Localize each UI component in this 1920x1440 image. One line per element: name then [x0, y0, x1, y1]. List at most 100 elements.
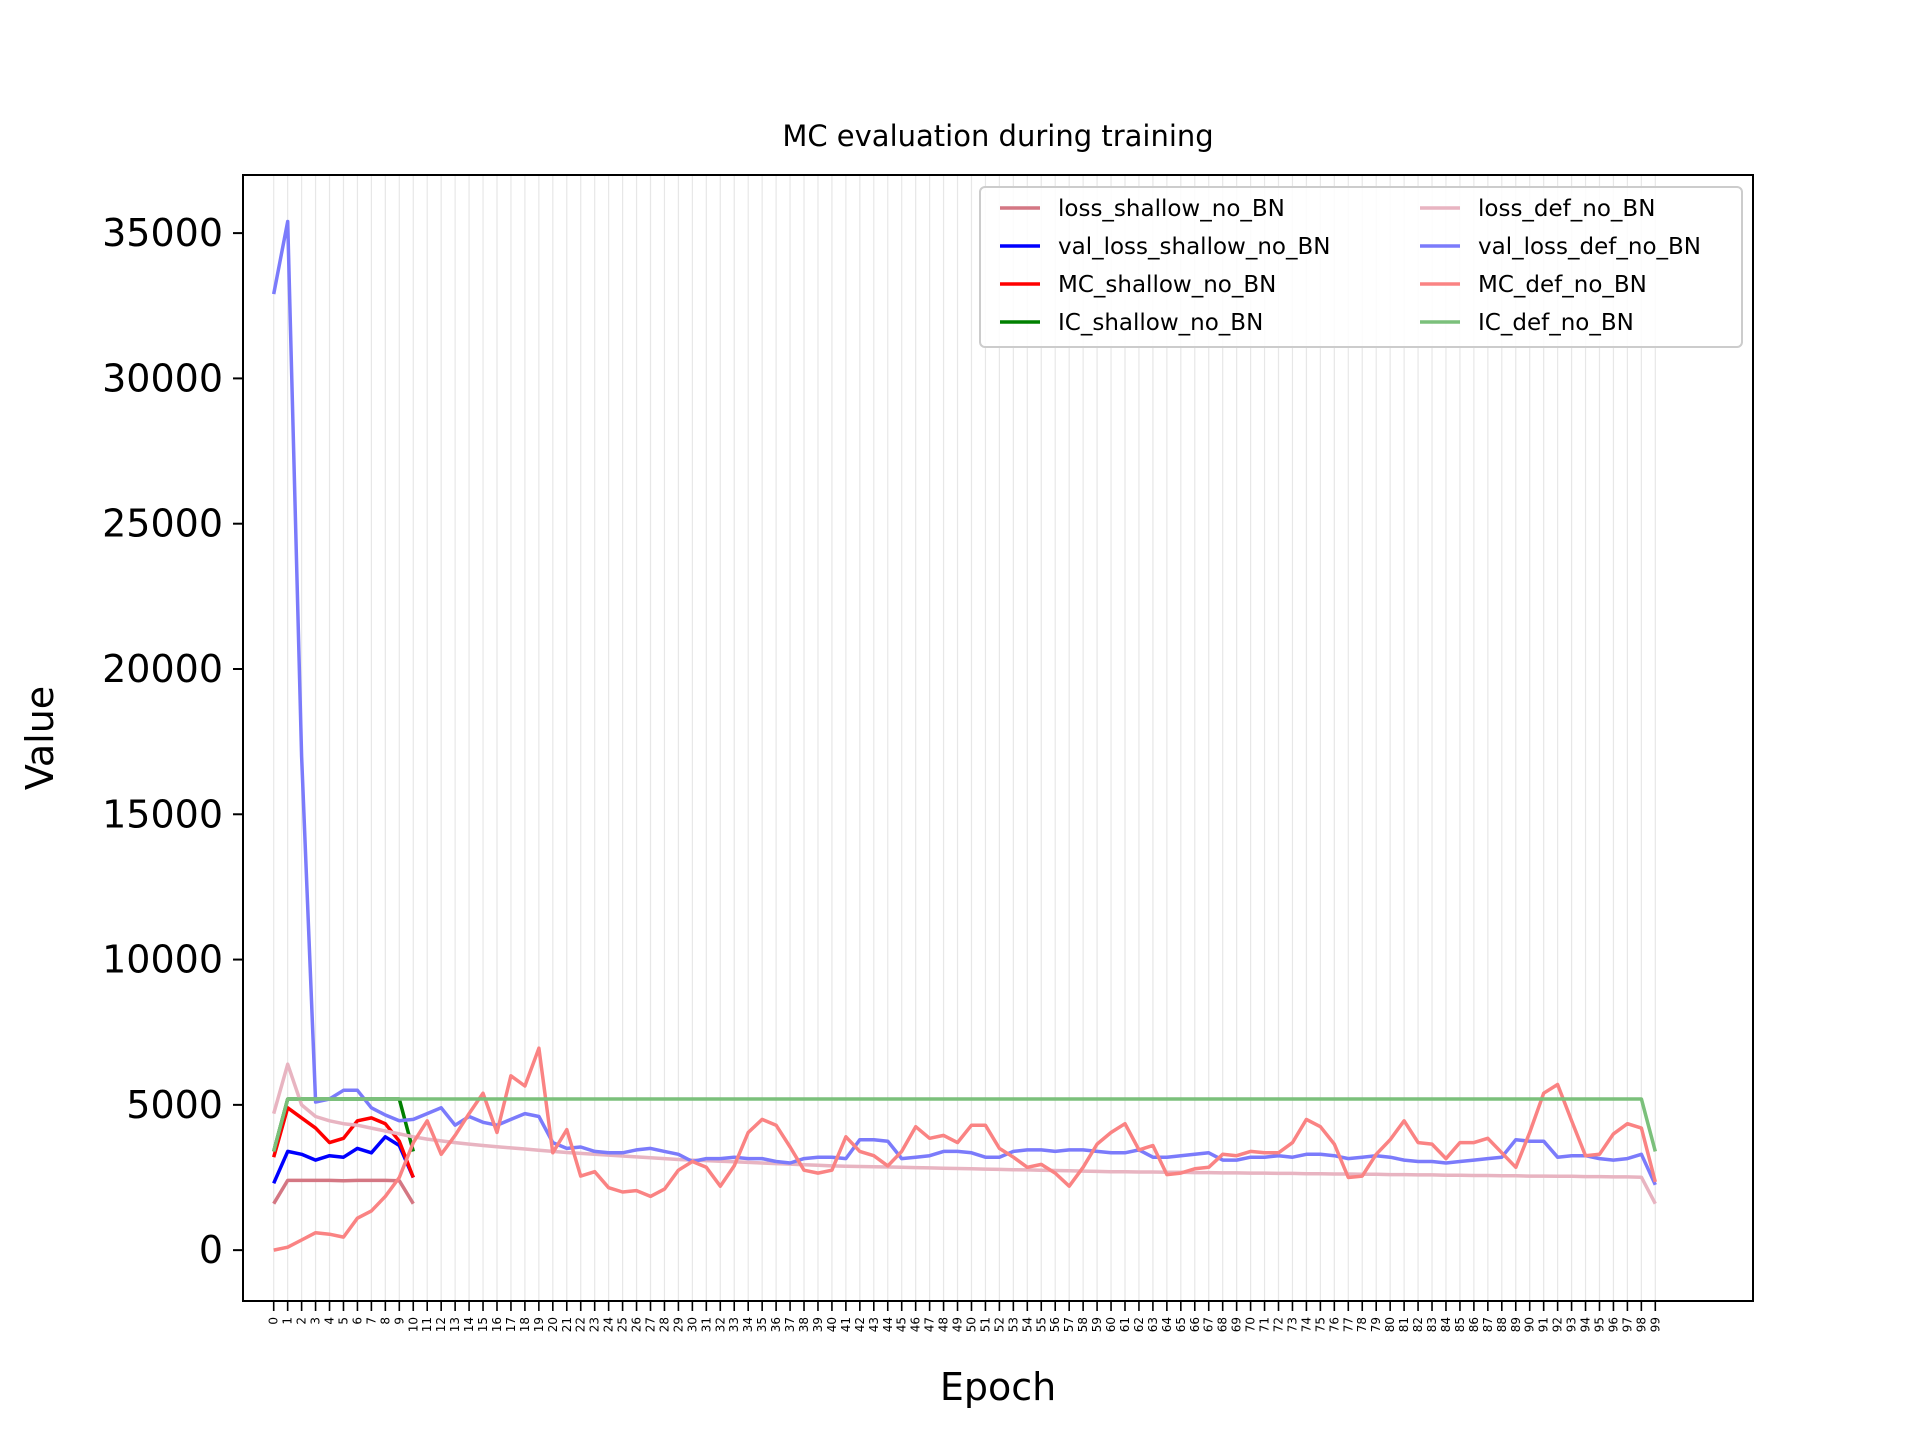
x-tick-label: 19	[532, 1317, 546, 1332]
x-tick-label: 40	[825, 1317, 839, 1332]
x-tick-label: 48	[937, 1317, 951, 1332]
x-tick-label: 24	[602, 1317, 616, 1332]
series-line-loss-shallow-no-bn	[272, 1178, 415, 1205]
x-tick-label: 45	[895, 1317, 909, 1332]
x-tick-label: 2	[295, 1317, 309, 1325]
x-tick-label: 4	[323, 1317, 337, 1325]
legend-label: IC_shallow_no_BN	[1058, 310, 1263, 336]
x-tick-label: 3	[309, 1317, 323, 1325]
x-axis-ticks: 0 1 2 3 4 5 6 7 8 9 10 11 12 13 14 15 16 17 18 19 20 21 22 23 24…	[267, 1301, 1662, 1332]
x-tick-label: 13	[448, 1317, 462, 1332]
x-tick-label: 42	[853, 1317, 867, 1332]
series-line-mc-def-no-bn	[273, 1046, 1657, 1252]
x-tick-label: 68	[1216, 1317, 1230, 1332]
x-tick-label: 90	[1523, 1317, 1537, 1332]
x-tick-label: 57	[1062, 1317, 1076, 1332]
x-tick-label: 69	[1230, 1317, 1244, 1332]
legend-label: val_loss_def_no_BN	[1478, 234, 1701, 260]
legend-label: loss_def_no_BN	[1478, 196, 1655, 222]
x-tick-label: 9	[392, 1317, 406, 1325]
y-tick-label: 25000	[102, 502, 223, 546]
x-tick-label: 73	[1285, 1317, 1299, 1332]
x-tick-label: 72	[1272, 1317, 1286, 1332]
grid-lines	[273, 175, 1656, 1301]
x-tick-label: 36	[769, 1317, 783, 1332]
series-line-loss-def-no-bn	[272, 1062, 1657, 1205]
x-tick-label: 86	[1467, 1317, 1481, 1332]
x-tick-label: 81	[1397, 1317, 1411, 1332]
x-tick-label: 98	[1634, 1317, 1648, 1332]
legend-label: val_loss_shallow_no_BN	[1058, 234, 1330, 260]
legend-label: MC_shallow_no_BN	[1058, 272, 1276, 298]
x-tick-label: 17	[504, 1317, 518, 1332]
x-tick-label: 35	[755, 1317, 769, 1332]
x-tick-label: 30	[685, 1317, 699, 1332]
series-line-mc-shallow-no-bn	[272, 1106, 415, 1179]
x-tick-label: 87	[1481, 1317, 1495, 1332]
x-tick-label: 97	[1620, 1317, 1634, 1332]
x-tick-label: 66	[1188, 1317, 1202, 1332]
x-tick-label: 46	[909, 1317, 923, 1332]
x-tick-label: 16	[490, 1317, 504, 1332]
x-tick-label: 56	[1048, 1317, 1062, 1332]
x-tick-label: 92	[1551, 1317, 1565, 1332]
x-tick-label: 71	[1258, 1317, 1272, 1332]
x-tick-label: 15	[476, 1317, 490, 1332]
series-line-ic-def-no-bn	[272, 1097, 1657, 1152]
x-tick-label: 79	[1369, 1317, 1383, 1332]
x-tick-label: 7	[364, 1317, 378, 1325]
x-tick-label: 41	[839, 1317, 853, 1332]
x-tick-label: 76	[1327, 1317, 1341, 1332]
y-tick-label: 0	[199, 1228, 223, 1272]
x-tick-label: 39	[811, 1317, 825, 1332]
x-tick-label: 89	[1509, 1317, 1523, 1332]
x-tick-label: 27	[644, 1317, 658, 1332]
x-tick-label: 62	[1132, 1317, 1146, 1332]
series-line-val-loss-def-no-bn	[271, 219, 1657, 1186]
x-tick-label: 85	[1453, 1317, 1467, 1332]
x-tick-label: 0	[267, 1317, 281, 1325]
legend-label: MC_def_no_BN	[1478, 272, 1647, 298]
x-tick-label: 64	[1160, 1317, 1174, 1332]
legend-box	[979, 186, 1743, 348]
x-tick-label: 31	[699, 1317, 713, 1332]
x-tick-label: 20	[546, 1317, 560, 1332]
legend: loss_shallow_no_BN val_loss_shallow_no_BN…	[979, 186, 1743, 348]
y-tick-label: 35000	[102, 211, 223, 255]
x-tick-label: 38	[797, 1317, 811, 1332]
x-tick-label: 78	[1355, 1317, 1369, 1332]
x-tick-label: 95	[1592, 1317, 1606, 1332]
x-tick-label: 26	[630, 1317, 644, 1332]
x-tick-label: 59	[1090, 1317, 1104, 1332]
x-tick-label: 65	[1174, 1317, 1188, 1332]
series-line-val-loss-shallow-no-bn	[272, 1135, 415, 1185]
x-tick-label: 82	[1411, 1317, 1425, 1332]
x-tick-label: 52	[992, 1317, 1006, 1332]
x-tick-label: 8	[378, 1317, 392, 1325]
y-tick-label: 10000	[102, 938, 223, 982]
x-tick-label: 14	[462, 1317, 476, 1332]
legend-label: loss_shallow_no_BN	[1058, 196, 1285, 222]
x-tick-label: 77	[1341, 1317, 1355, 1332]
x-tick-label: 32	[713, 1317, 727, 1332]
x-tick-label: 33	[727, 1317, 741, 1332]
x-tick-label: 53	[1006, 1317, 1020, 1332]
axes-frame	[242, 174, 1754, 1302]
x-tick-label: 94	[1579, 1317, 1593, 1332]
x-axis-label: Epoch	[940, 1365, 1056, 1409]
x-tick-label: 34	[741, 1317, 755, 1332]
x-tick-label: 96	[1606, 1317, 1620, 1332]
x-tick-label: 49	[951, 1317, 965, 1332]
y-axis-ticks: 0 5000 10000 15000 20000 25000 30000 35000	[102, 211, 243, 1272]
x-tick-label: 84	[1439, 1317, 1453, 1332]
x-tick-label: 61	[1118, 1317, 1132, 1332]
x-tick-label: 25	[616, 1317, 630, 1332]
y-axis-label: Value	[18, 686, 62, 790]
x-tick-label: 91	[1537, 1317, 1551, 1332]
x-tick-label: 55	[1034, 1317, 1048, 1332]
x-tick-label: 37	[783, 1317, 797, 1332]
x-tick-label: 22	[574, 1317, 588, 1332]
x-tick-label: 44	[881, 1317, 895, 1332]
x-tick-label: 21	[560, 1317, 574, 1332]
